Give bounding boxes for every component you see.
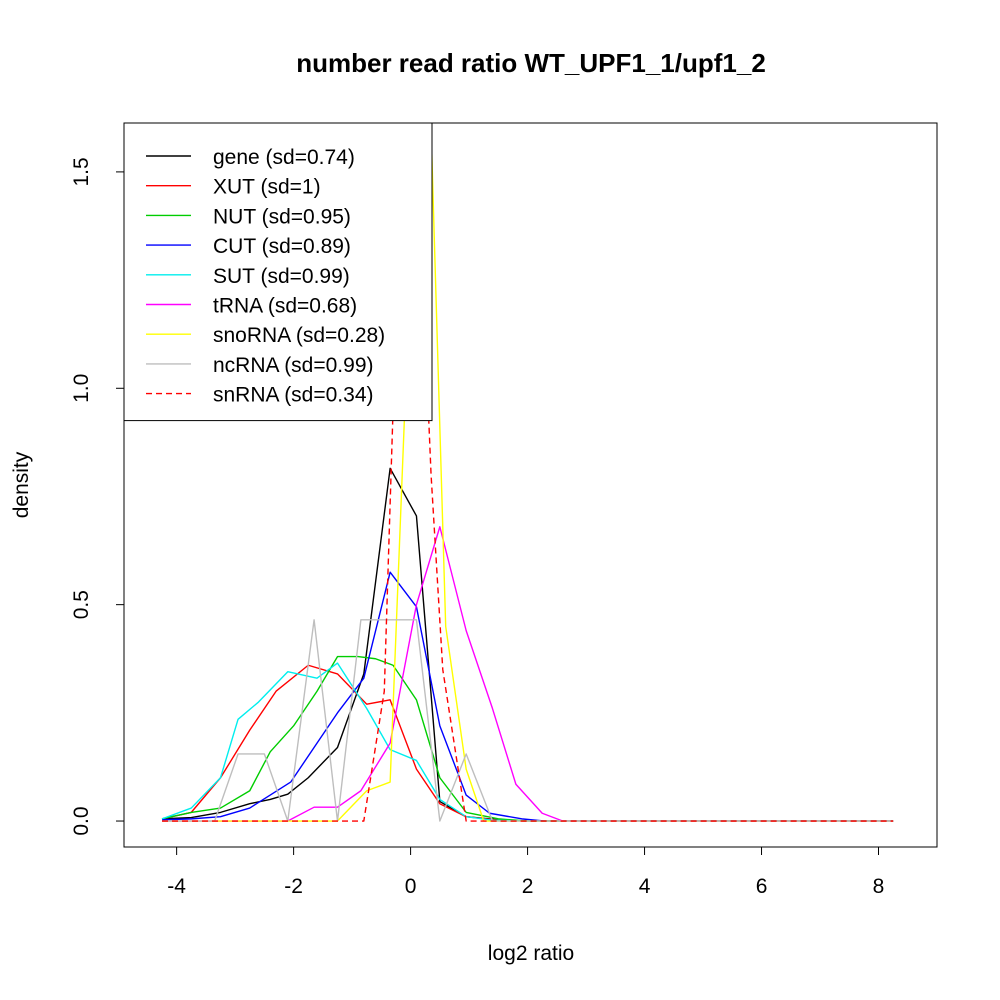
x-tick-label: 8 xyxy=(873,875,885,898)
y-axis-label: density xyxy=(10,451,33,518)
legend-label-snrna: snRNA (sd=0.34) xyxy=(213,384,374,407)
chart-title: number read ratio WT_UPF1_1/upf1_2 xyxy=(296,48,766,78)
series-line-sut xyxy=(161,662,894,822)
legend-label-nut: NUT (sd=0.95) xyxy=(213,205,351,228)
x-tick-label: 4 xyxy=(639,875,651,898)
legend-label-trna: tRNA (sd=0.68) xyxy=(213,295,357,318)
legend-label-snorna: snoRNA (sd=0.28) xyxy=(213,324,385,347)
y-tick-label: 1.0 xyxy=(70,374,93,403)
y-tick-label: 1.5 xyxy=(70,157,93,186)
x-tick-label: 6 xyxy=(756,875,768,898)
x-tick-label: 2 xyxy=(522,875,534,898)
x-axis-label: log2 ratio xyxy=(488,942,574,965)
legend: gene (sd=0.74) XUT (sd=1) NUT (sd=0.95) CUT… xyxy=(123,122,433,422)
x-tick-label: -2 xyxy=(284,875,303,898)
y-tick-label: 0.0 xyxy=(70,806,93,835)
x-tick-label: -4 xyxy=(167,875,186,898)
legend-box xyxy=(123,122,433,422)
x-axis: -4 -2 0 2 4 6 8 xyxy=(167,846,885,898)
x-tick-label: 0 xyxy=(405,875,417,898)
series-line-ncrna xyxy=(162,619,894,822)
legend-label-cut: CUT (sd=0.89) xyxy=(213,235,351,258)
legend-label-sut: SUT (sd=0.99) xyxy=(213,265,350,288)
series-line-cut xyxy=(161,571,894,822)
legend-label-gene: gene (sd=0.74) xyxy=(213,146,355,169)
series-line-nut xyxy=(161,655,894,822)
y-tick-label: 0.5 xyxy=(70,590,93,619)
legend-label-xut: XUT (sd=1) xyxy=(213,176,321,199)
legend-label-ncrna: ncRNA (sd=0.99) xyxy=(213,354,374,377)
series-layer xyxy=(161,127,894,822)
series-line-trna xyxy=(162,526,894,822)
